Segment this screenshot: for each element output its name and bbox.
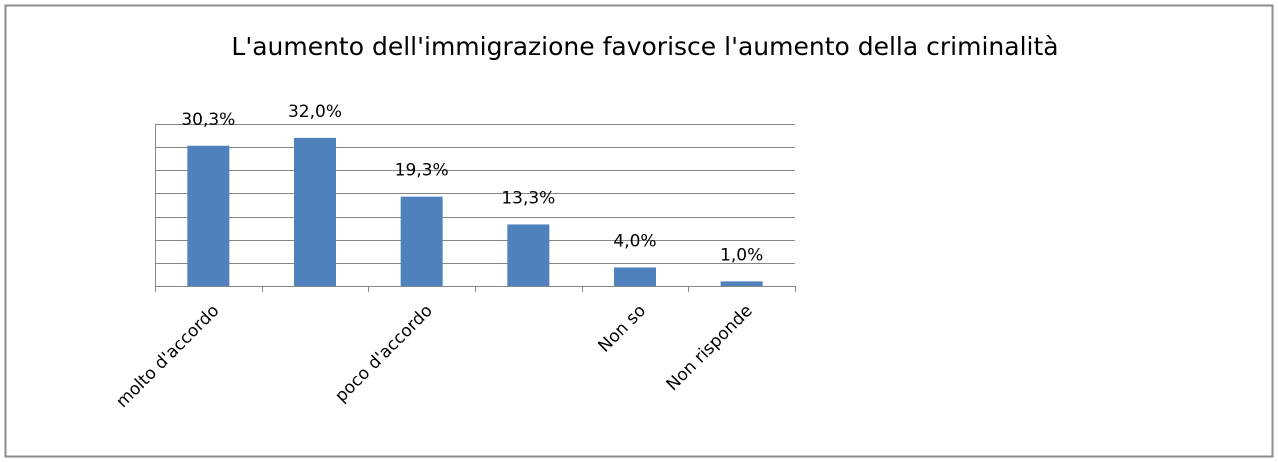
data-label: 1,0%: [720, 245, 763, 265]
bar: [507, 224, 550, 286]
data-label: 19,3%: [395, 161, 449, 181]
bar: [294, 137, 336, 286]
chart-title: L'aumento dell'immigrazione favorisce l'…: [231, 32, 1058, 61]
bar: [720, 281, 763, 286]
bar: [187, 145, 230, 286]
data-label: 13,3%: [501, 188, 555, 208]
data-label: 30,3%: [181, 110, 235, 130]
bar: [400, 196, 443, 286]
data-label: 32,0%: [288, 102, 342, 122]
data-label: 4,0%: [613, 231, 656, 251]
bar: [614, 267, 656, 286]
